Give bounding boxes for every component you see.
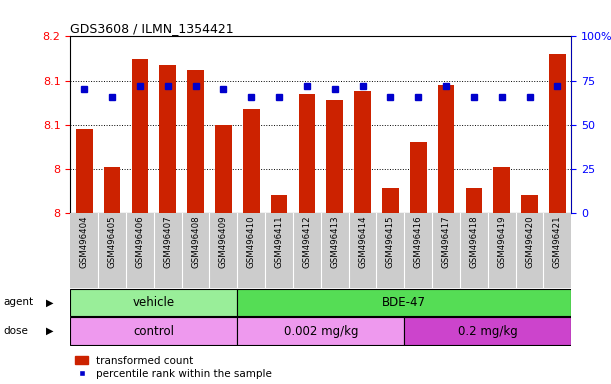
Text: vehicle: vehicle xyxy=(133,296,175,309)
Text: GSM496412: GSM496412 xyxy=(302,215,312,268)
Text: GSM496416: GSM496416 xyxy=(414,215,423,268)
Bar xyxy=(437,85,455,213)
Text: GSM496419: GSM496419 xyxy=(497,215,506,268)
Text: GSM496408: GSM496408 xyxy=(191,215,200,268)
Legend: transformed count, percentile rank within the sample: transformed count, percentile rank withi… xyxy=(76,356,272,379)
Text: GSM496415: GSM496415 xyxy=(386,215,395,268)
Text: ▶: ▶ xyxy=(46,297,54,308)
Text: GSM496405: GSM496405 xyxy=(108,215,117,268)
Text: GSM496420: GSM496420 xyxy=(525,215,534,268)
Text: ▶: ▶ xyxy=(46,326,54,336)
Bar xyxy=(159,65,176,213)
Bar xyxy=(549,54,566,213)
Bar xyxy=(104,167,120,213)
Text: GSM496410: GSM496410 xyxy=(247,215,255,268)
Text: GSM496407: GSM496407 xyxy=(163,215,172,268)
Text: GSM496411: GSM496411 xyxy=(274,215,284,268)
Bar xyxy=(243,109,260,213)
Bar xyxy=(70,317,237,345)
Bar xyxy=(326,100,343,213)
Bar xyxy=(410,142,426,213)
Text: 0.002 mg/kg: 0.002 mg/kg xyxy=(284,325,358,338)
Bar xyxy=(215,125,232,213)
Text: GSM496409: GSM496409 xyxy=(219,215,228,268)
Bar xyxy=(237,317,404,345)
Bar xyxy=(521,195,538,213)
Text: GSM496421: GSM496421 xyxy=(553,215,562,268)
Text: GDS3608 / ILMN_1354421: GDS3608 / ILMN_1354421 xyxy=(70,22,234,35)
Bar xyxy=(70,289,237,316)
Bar xyxy=(466,189,482,213)
Text: GSM496417: GSM496417 xyxy=(442,215,450,268)
Text: GSM496414: GSM496414 xyxy=(358,215,367,268)
Bar xyxy=(131,59,148,213)
Bar xyxy=(271,195,287,213)
Text: 0.2 mg/kg: 0.2 mg/kg xyxy=(458,325,518,338)
Bar xyxy=(187,70,204,213)
Text: BDE-47: BDE-47 xyxy=(382,296,426,309)
Text: dose: dose xyxy=(3,326,28,336)
Text: GSM496418: GSM496418 xyxy=(469,215,478,268)
Bar xyxy=(237,289,571,316)
Bar xyxy=(493,167,510,213)
Text: GSM496404: GSM496404 xyxy=(79,215,89,268)
Bar xyxy=(299,94,315,213)
Bar xyxy=(354,91,371,213)
Text: control: control xyxy=(133,325,174,338)
Text: GSM496406: GSM496406 xyxy=(136,215,144,268)
Text: agent: agent xyxy=(3,297,33,308)
Bar xyxy=(382,189,399,213)
Text: GSM496413: GSM496413 xyxy=(330,215,339,268)
Bar xyxy=(76,129,92,213)
Bar xyxy=(404,317,571,345)
